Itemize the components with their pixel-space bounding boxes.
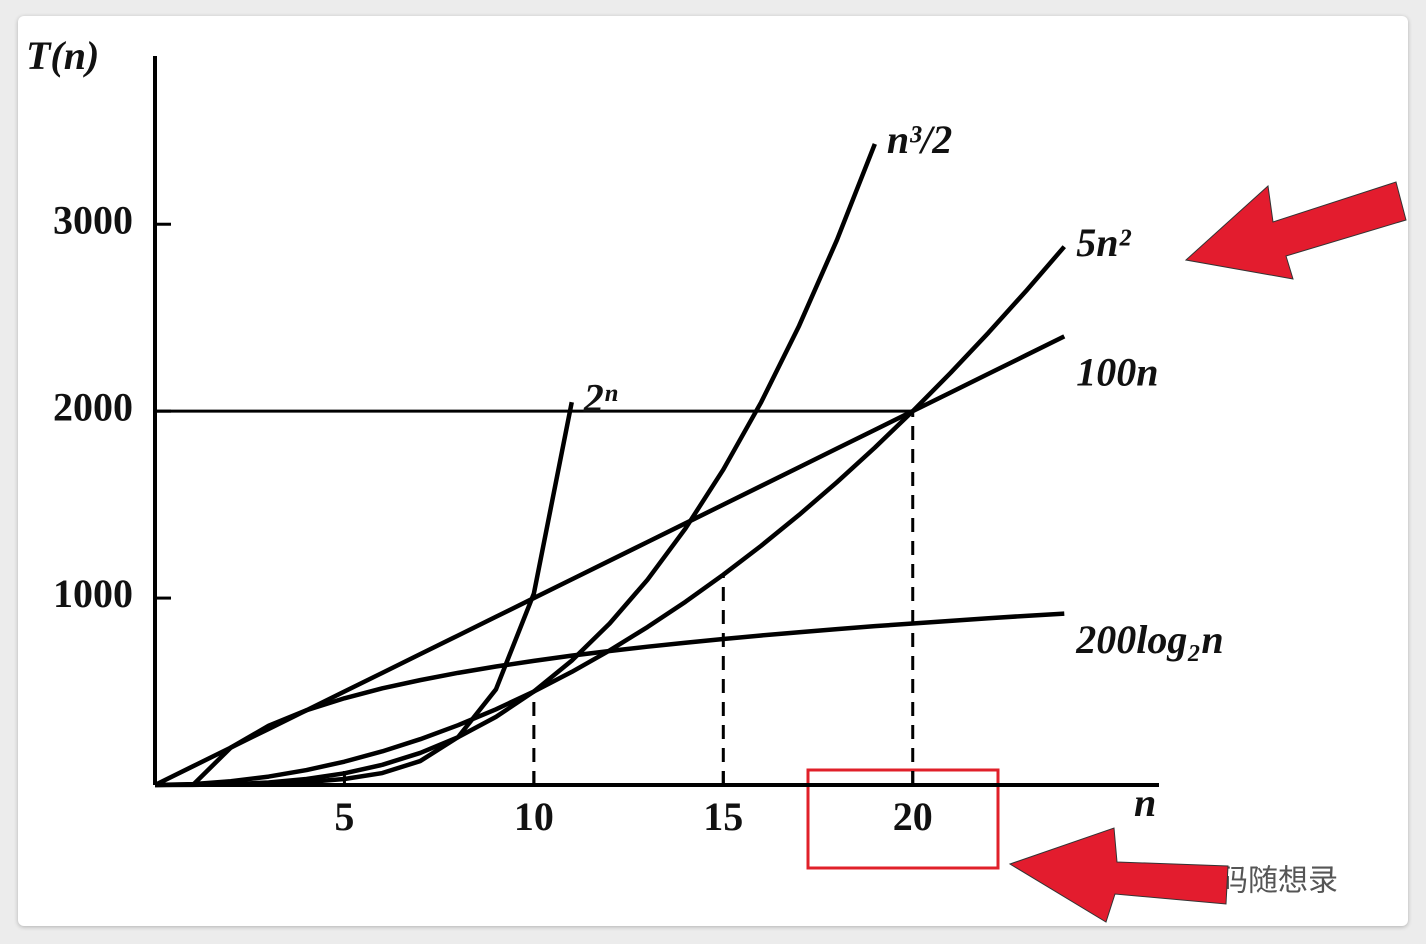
red-arrow [1184, 181, 1407, 280]
y-tick-label: 1000 [53, 571, 133, 616]
series-label: n³/2 [887, 117, 952, 162]
series-line [154, 143, 877, 788]
red-arrow [1008, 827, 1229, 923]
series-line [154, 245, 1066, 788]
x-tick-label: 15 [703, 794, 743, 839]
series-label: 5n² [1076, 220, 1131, 265]
x-axis-label: n [1134, 780, 1156, 825]
x-tick-label: 10 [514, 794, 554, 839]
y-axis-label: T(n) [26, 33, 99, 78]
x-tick-label: 5 [334, 794, 354, 839]
series-line [191, 611, 1065, 787]
highlight-box [806, 768, 1000, 870]
y-tick-label: 3000 [53, 197, 133, 242]
card: 代码随想录 T(n) n 1000 2000 3000 5 10 15 20 2ⁿ n³/2 5n² 1… [18, 16, 1408, 926]
series-line [154, 401, 574, 788]
x-tick-label: 20 [893, 794, 933, 839]
series-label: 2ⁿ [583, 375, 618, 420]
series-label: 200log₂n [1075, 617, 1223, 662]
series-label: 100n [1076, 350, 1158, 395]
y-tick-label: 2000 [53, 384, 133, 429]
